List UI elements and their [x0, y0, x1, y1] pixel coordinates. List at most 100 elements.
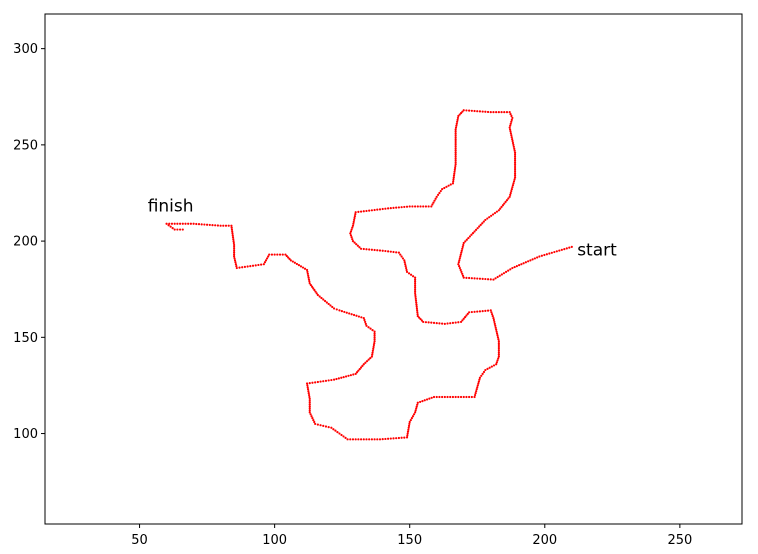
path-point — [511, 141, 515, 145]
path-point — [497, 357, 500, 360]
path-point — [308, 401, 311, 404]
path-point — [378, 438, 382, 441]
path-point — [415, 405, 418, 408]
path-point — [416, 311, 419, 314]
path-point — [352, 220, 355, 223]
path-point — [433, 199, 436, 202]
path-point — [454, 159, 457, 162]
path-point — [203, 223, 206, 226]
path-point — [455, 124, 458, 127]
path-point — [392, 206, 395, 209]
path-point — [481, 222, 484, 225]
path-point — [419, 317, 422, 321]
axis-ticks: 50 100 150 200 250 100 150 200 250 300 — [13, 42, 692, 548]
path-point — [233, 243, 236, 247]
path-point — [338, 309, 341, 312]
path-point — [446, 395, 449, 399]
path-point — [533, 257, 536, 260]
path-point — [513, 170, 517, 173]
path-point — [454, 134, 457, 137]
path-point — [348, 312, 351, 315]
path-point — [501, 204, 505, 207]
path-point — [424, 205, 428, 208]
path-point — [406, 432, 409, 435]
path-point — [372, 343, 376, 347]
path-point — [443, 395, 446, 399]
path-point — [438, 191, 441, 195]
path-point — [416, 313, 419, 316]
path-point — [305, 382, 309, 385]
path-point — [233, 247, 236, 250]
path-point — [430, 205, 433, 208]
path-point — [364, 361, 367, 364]
path-point — [330, 426, 333, 429]
path-point — [452, 176, 455, 179]
path-point — [563, 247, 566, 251]
path-point — [513, 157, 517, 160]
path-point — [497, 353, 500, 356]
path-point — [262, 263, 265, 266]
path-point — [456, 118, 459, 121]
path-point — [307, 276, 310, 279]
path-point — [432, 201, 435, 204]
path-point — [184, 222, 187, 225]
path-point — [316, 380, 319, 384]
path-point — [178, 222, 182, 225]
path-point — [351, 238, 354, 241]
path-point — [509, 268, 512, 271]
path-point — [465, 109, 468, 112]
path-point — [287, 256, 290, 259]
path-point — [436, 193, 440, 197]
path-point — [371, 329, 374, 332]
path-point — [354, 211, 357, 214]
path-point — [327, 426, 330, 429]
path-point — [414, 276, 417, 279]
path-point — [497, 345, 500, 349]
path-point — [454, 139, 457, 143]
path-point — [349, 230, 353, 233]
path-point — [400, 206, 403, 209]
path-point — [410, 417, 413, 420]
path-point — [428, 397, 431, 400]
path-point — [381, 438, 384, 441]
path-point — [234, 261, 237, 264]
path-point — [454, 164, 457, 168]
path-point — [325, 301, 328, 304]
path-point — [461, 319, 464, 322]
path-point — [349, 234, 353, 237]
path-point — [308, 280, 311, 283]
path-point — [308, 382, 311, 385]
path-point — [511, 116, 514, 120]
path-point — [233, 255, 236, 258]
path-point — [474, 392, 477, 395]
path-point — [461, 110, 464, 113]
path-point — [434, 197, 437, 200]
path-point — [495, 210, 499, 213]
path-point — [465, 276, 468, 279]
path-point — [462, 276, 465, 279]
path-point — [352, 373, 355, 376]
path-point — [467, 236, 470, 240]
path-point — [454, 395, 457, 399]
path-point — [527, 260, 530, 263]
path-point — [531, 258, 534, 261]
path-point — [465, 238, 468, 241]
path-point — [470, 395, 473, 399]
path-point — [232, 238, 235, 241]
path-point — [365, 248, 368, 251]
x-tick-label: 100 — [262, 533, 287, 548]
path-point — [230, 224, 233, 227]
path-point — [497, 355, 500, 358]
path-point — [370, 209, 373, 212]
path-point — [454, 151, 457, 154]
path-point — [478, 310, 482, 313]
path-point — [307, 393, 311, 397]
path-point — [568, 246, 571, 249]
path-point — [508, 195, 511, 198]
path-point — [416, 309, 419, 312]
path-point — [371, 349, 374, 352]
path-point — [454, 143, 457, 146]
path-point — [365, 360, 369, 363]
path-point — [473, 395, 476, 399]
